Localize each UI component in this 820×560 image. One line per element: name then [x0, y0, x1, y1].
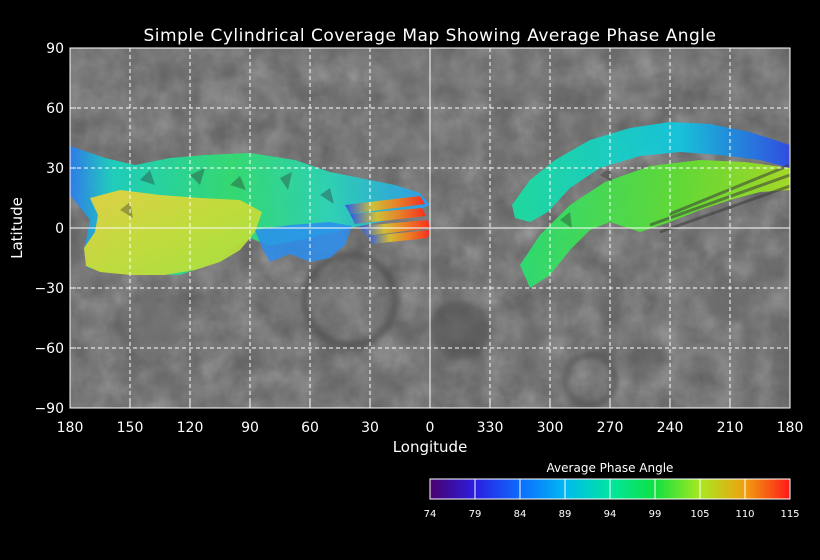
y-axis-label: Latitude: [8, 197, 26, 259]
x-tick-label: 240: [657, 420, 684, 436]
x-tick-label: 330: [477, 420, 504, 436]
y-tick-label: −30: [34, 281, 64, 297]
x-tick-label: 180: [777, 420, 804, 436]
coverage-region-east-upper: [512, 122, 790, 222]
y-tick-label: 0: [55, 221, 64, 237]
colorbar-tick-label: 110: [735, 509, 754, 520]
x-axis-label: Longitude: [393, 438, 468, 456]
coverage-region-blue: [255, 222, 352, 262]
colorbar-tick-label: 79: [469, 509, 482, 520]
colorbar-tick-label: 105: [690, 509, 709, 520]
y-tick-label: 60: [46, 101, 64, 117]
colorbar-title: Average Phase Angle: [547, 461, 674, 475]
colorbar-tick-label: 74: [424, 509, 437, 520]
coverage-region-yellow: [84, 190, 262, 275]
x-tick-label: 180: [57, 420, 84, 436]
x-tick-label: 0: [426, 420, 435, 436]
x-tick-label: 270: [597, 420, 624, 436]
colorbar: 74 79 84 89 94 99 105 110 115: [424, 478, 800, 520]
x-axis: 180 150 120 90 60 30 0 330 300 270 240 210 180: [57, 402, 804, 436]
colorbar-tick-label: 84: [514, 509, 527, 520]
chart-title: Simple Cylindrical Coverage Map Showing …: [144, 26, 717, 46]
colorbar-tick-label: 115: [780, 509, 799, 520]
colorbar-tick-label: 99: [649, 509, 662, 520]
y-axis: 90 60 30 0 −30 −60 −90: [34, 41, 76, 417]
y-tick-label: −60: [34, 341, 64, 357]
y-tick-label: 30: [46, 161, 64, 177]
x-tick-label: 60: [301, 420, 319, 436]
y-tick-label: 90: [46, 41, 64, 57]
x-tick-label: 210: [717, 420, 744, 436]
x-tick-label: 30: [361, 420, 379, 436]
x-tick-label: 120: [177, 420, 204, 436]
y-tick-label: −90: [34, 401, 64, 417]
x-tick-label: 150: [117, 420, 144, 436]
x-tick-label: 90: [241, 420, 259, 436]
colorbar-tick-label: 89: [559, 509, 572, 520]
colorbar-tick-label: 94: [604, 509, 617, 520]
x-tick-label: 300: [537, 420, 564, 436]
